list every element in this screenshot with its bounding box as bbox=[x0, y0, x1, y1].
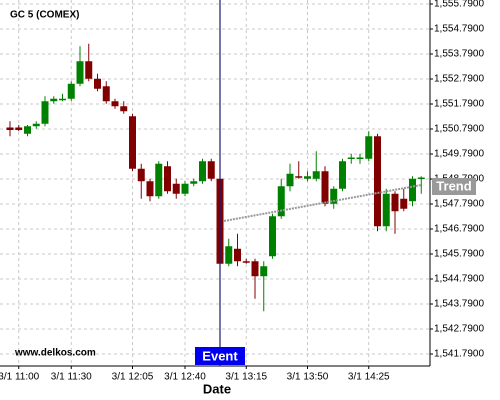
candle-body bbox=[347, 157, 355, 159]
candle-body bbox=[41, 101, 49, 124]
y-tick-label: 1,550.7900 bbox=[434, 124, 484, 135]
y-tick-label: 1,554.7900 bbox=[434, 24, 484, 35]
candle-body bbox=[269, 216, 276, 257]
candle-body bbox=[94, 78, 101, 89]
candle-body bbox=[24, 126, 31, 134]
candle-body bbox=[85, 61, 93, 79]
candle-body bbox=[382, 193, 390, 227]
chart-title: GC 5 (COMEX) bbox=[10, 10, 79, 21]
candle-body bbox=[164, 166, 171, 192]
trend-label-box bbox=[432, 178, 476, 195]
candle-body bbox=[339, 161, 346, 189]
trend-line bbox=[223, 184, 422, 222]
candle-body bbox=[330, 188, 338, 204]
candle-body bbox=[391, 193, 399, 212]
candle-body bbox=[304, 176, 311, 179]
x-tick-label: 3/1 11:00 bbox=[0, 372, 40, 383]
y-tick-label: 1,552.7900 bbox=[434, 74, 484, 85]
y-tick-label: 1,547.7900 bbox=[434, 199, 484, 210]
watermark: www.delkos.com bbox=[14, 348, 96, 359]
candle-body bbox=[356, 157, 364, 159]
candle-body bbox=[120, 106, 128, 112]
candle-body bbox=[111, 101, 119, 107]
y-tick-label: 1,546.7900 bbox=[434, 224, 484, 235]
candle-body bbox=[321, 171, 329, 204]
candle-body bbox=[251, 261, 259, 277]
y-tick-label: 1,545.7900 bbox=[434, 249, 484, 260]
candle-body bbox=[234, 248, 241, 262]
x-tick-label: 3/1 11:30 bbox=[51, 372, 92, 383]
event-label-box bbox=[195, 347, 245, 365]
candle-body bbox=[59, 98, 66, 101]
candle-body bbox=[277, 186, 285, 217]
candle-body bbox=[312, 171, 320, 179]
y-tick-label: 1,544.7900 bbox=[434, 274, 484, 285]
x-tick-label: 3/1 13:50 bbox=[287, 372, 329, 383]
candle-body bbox=[225, 246, 233, 264]
y-tick-label: 1,551.7900 bbox=[434, 99, 484, 110]
candle-body bbox=[76, 61, 84, 84]
trend-label: Trend bbox=[436, 178, 471, 193]
candle-body bbox=[417, 177, 425, 179]
y-tick-label: 1,541.7900 bbox=[434, 349, 484, 360]
candle-body bbox=[67, 83, 75, 99]
candle-body bbox=[365, 136, 373, 159]
candle-body bbox=[242, 261, 250, 263]
y-tick-label: 1,553.7900 bbox=[434, 49, 484, 60]
candle-body bbox=[15, 127, 23, 130]
y-tick-label: 1,555.7900 bbox=[434, 0, 484, 10]
plot-area bbox=[0, 0, 430, 366]
x-tick-label: 3/1 12:05 bbox=[112, 372, 154, 383]
candle-body bbox=[181, 183, 189, 194]
candle-body bbox=[199, 161, 206, 182]
candle-body bbox=[155, 163, 163, 197]
x-tick-label: 3/1 13:15 bbox=[225, 372, 267, 383]
y-tick-label: 1,549.7900 bbox=[434, 149, 484, 160]
candle-body bbox=[146, 181, 154, 197]
candle-body bbox=[137, 168, 145, 182]
x-tick-label: 3/1 12:40 bbox=[164, 372, 206, 383]
x-axis-title: Date bbox=[203, 381, 231, 396]
candle-body bbox=[102, 86, 110, 102]
candle-body bbox=[409, 178, 416, 202]
candle-body bbox=[50, 98, 58, 102]
candle-body bbox=[286, 173, 294, 187]
candle-body bbox=[172, 183, 180, 194]
candle-body bbox=[374, 136, 381, 227]
candle-body bbox=[32, 123, 40, 127]
y-tick-label: 1,542.7900 bbox=[434, 324, 484, 335]
y-tick-label: 1,543.7900 bbox=[434, 299, 484, 310]
candle-body bbox=[400, 198, 408, 209]
candle-body bbox=[295, 176, 303, 178]
candle-body bbox=[129, 116, 136, 169]
x-tick-label: 3/1 14:25 bbox=[348, 372, 390, 383]
event-label: Event bbox=[202, 348, 238, 363]
candle-body bbox=[260, 266, 268, 277]
candle-body bbox=[6, 127, 14, 130]
candle-body bbox=[207, 161, 215, 179]
candle-body bbox=[190, 181, 198, 184]
